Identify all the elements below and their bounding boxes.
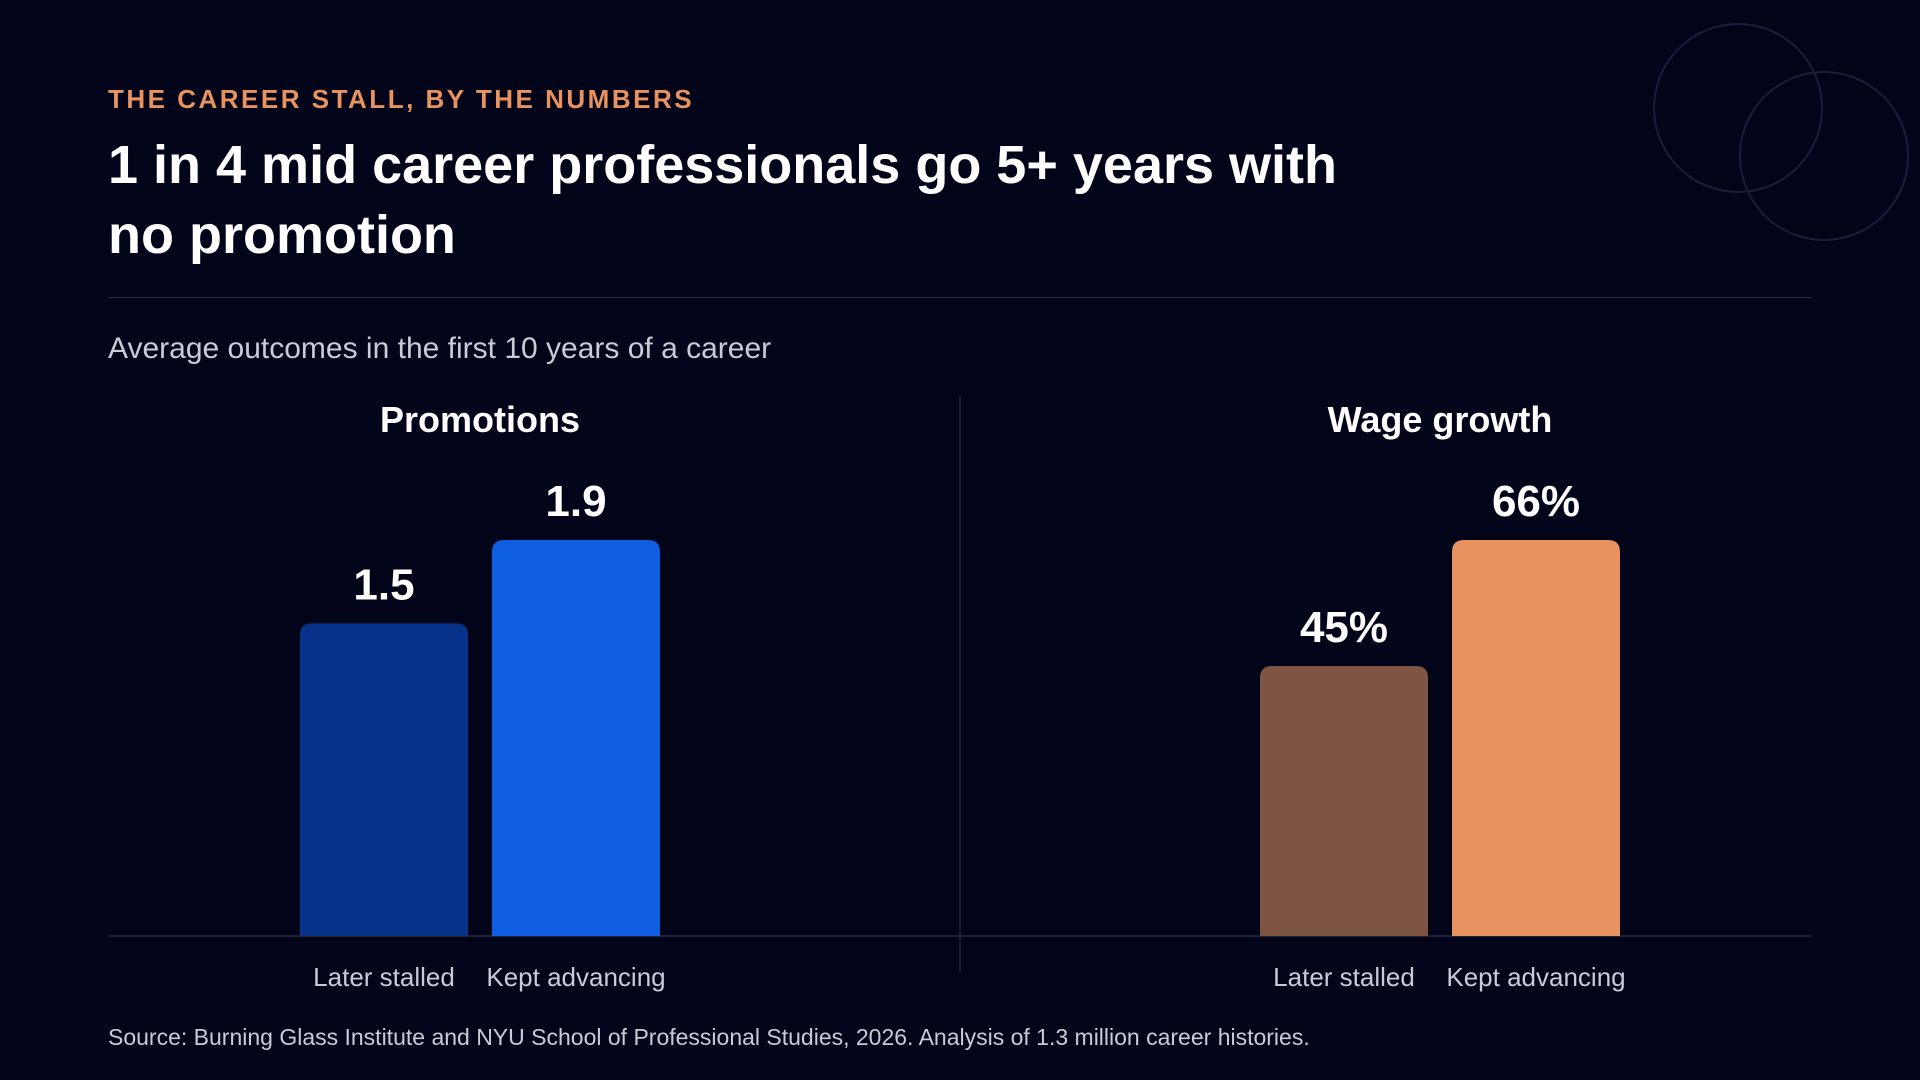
header-divider	[108, 297, 1812, 298]
bar-1-1	[1452, 540, 1620, 936]
decorative-circle-right	[1739, 71, 1909, 241]
value-label-0-1: 1.9	[545, 477, 606, 526]
decorative-circle-left	[1653, 23, 1823, 193]
category-label-0-1: Kept advancing	[486, 962, 665, 992]
value-label-0-0: 1.5	[353, 560, 414, 609]
category-label-0-0: Later stalled	[313, 962, 455, 992]
value-label-1-0: 45%	[1300, 603, 1388, 652]
eyebrow-label: THE CAREER STALL, BY THE NUMBERS	[108, 84, 695, 114]
bar-0-0	[300, 623, 468, 936]
source-note: Source: Burning Glass Institute and NYU …	[108, 1024, 1310, 1050]
chart-title-0: Promotions	[380, 399, 580, 440]
category-label-1-1: Kept advancing	[1446, 962, 1625, 992]
bar-0-1	[492, 540, 660, 936]
value-label-1-1: 66%	[1492, 477, 1580, 526]
category-label-1-0: Later stalled	[1273, 962, 1415, 992]
bar-1-0	[1260, 666, 1428, 936]
chart-title-1: Wage growth	[1328, 399, 1553, 440]
chart-subtitle: Average outcomes in the first 10 years o…	[108, 332, 772, 365]
page-title: 1 in 4 mid career professionals go 5+ ye…	[108, 135, 1338, 265]
chart-panels: Promotions 1.5 Later stalled 1.9 Kept advanc…	[300, 399, 1626, 992]
